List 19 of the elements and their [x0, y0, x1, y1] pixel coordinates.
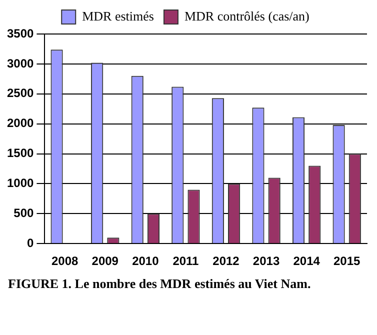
y-tick-label: 3000	[6, 56, 34, 70]
y-tick-label: 0	[27, 236, 34, 250]
y-tick-label: 1000	[6, 176, 34, 190]
y-tick-label: 1500	[6, 146, 34, 160]
x-tick-label: 2009	[92, 254, 119, 268]
legend-label: MDR estimés	[82, 8, 154, 24]
x-tick-label: 2015	[334, 254, 361, 268]
x-tick-label: 2011	[172, 254, 200, 268]
caption: FIGURE 1. Le nombre des MDR estimés au Viet Nam.	[8, 276, 312, 293]
y-tick-label: 2000	[6, 116, 34, 130]
legend-label: MDR contrôlés (cas/an)	[184, 8, 310, 24]
y-tick-label: 2500	[6, 86, 34, 100]
y-tick-label: 500	[14, 206, 34, 220]
x-tick-label: 2012	[212, 254, 240, 268]
x-tick-label: 2013	[252, 254, 280, 268]
x-tick-label: 2014	[293, 254, 320, 268]
x-tick-label: 2008	[51, 254, 79, 268]
y-tick-label: 3500	[6, 26, 34, 40]
x-tick-label: 2010	[132, 254, 160, 268]
